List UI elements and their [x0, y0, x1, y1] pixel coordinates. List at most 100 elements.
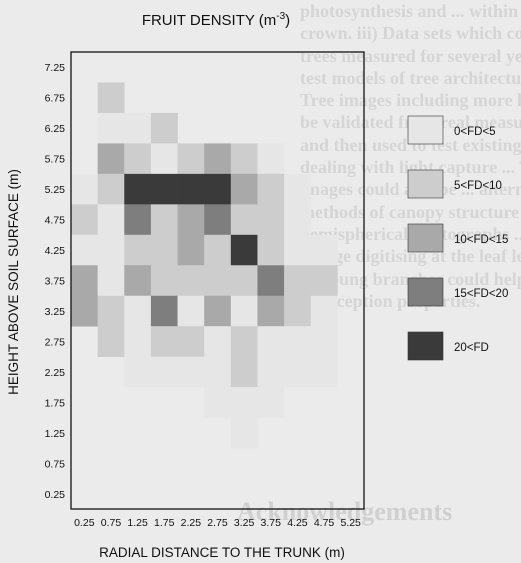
- heatmap-cell: [204, 295, 232, 327]
- heatmap-cell: [257, 204, 285, 236]
- heatmap-cell: [204, 387, 232, 418]
- x-tick-label: 2.75: [207, 517, 228, 529]
- heatmap-cell: [71, 173, 98, 205]
- heatmap-cell: [230, 143, 258, 175]
- heatmap-cell: [71, 204, 98, 236]
- heatmap-cell: [177, 356, 205, 388]
- y-tick-label: 7.25: [45, 62, 66, 74]
- heatmap-cell: [310, 295, 338, 327]
- heatmap-cell: [97, 295, 125, 327]
- heatmap-cell: [310, 234, 338, 266]
- background-text-line: Tree images including more leaves could: [300, 90, 521, 111]
- heatmap-cell: [177, 265, 205, 297]
- y-tick-label: 0.75: [45, 458, 66, 470]
- heatmap-cell: [230, 234, 258, 266]
- heatmap-cell: [124, 356, 152, 388]
- y-tick-label: 5.75: [45, 154, 66, 166]
- x-tick-label: 5.25: [340, 517, 361, 529]
- background-paper-text: photosynthesis and ... within thecrown. …: [300, 0, 521, 520]
- legend-swatch: [407, 169, 444, 199]
- heatmap-cell: [230, 417, 258, 449]
- heatmap-cell: [257, 387, 285, 418]
- x-tick-label: 4.25: [287, 517, 308, 529]
- heatmap-cell: [230, 295, 258, 327]
- y-tick-label: 4.25: [45, 245, 66, 257]
- heatmap-cell: [97, 204, 125, 236]
- chart-title-superscript: -3: [276, 11, 285, 22]
- heatmap-cell: [150, 326, 178, 357]
- heatmap-cell: [97, 82, 125, 114]
- heatmap-cell: [230, 204, 258, 236]
- heatmap-cell: [284, 173, 312, 205]
- x-tick-label: 0.25: [74, 517, 95, 529]
- background-text-line: methods of canopy structure assessment .…: [300, 201, 520, 222]
- heatmap-cell: [257, 143, 285, 175]
- heatmap-cell: [310, 265, 338, 297]
- y-tick-label: 3.25: [45, 306, 66, 318]
- heatmap-cell: [257, 234, 285, 266]
- heatmap-cell: [204, 326, 232, 357]
- heatmap-cell: [177, 234, 205, 266]
- heatmap-cell: [204, 173, 232, 205]
- heatmap-cell: [124, 234, 152, 266]
- legend-swatch: [407, 331, 444, 361]
- y-tick-label: 4.75: [45, 215, 66, 227]
- background-heading: Acknowledgements: [237, 497, 453, 526]
- heatmap-cell: [310, 356, 338, 388]
- heatmap-cell: [150, 295, 178, 327]
- heatmap-cell: [230, 356, 258, 388]
- x-tick-label: 0.75: [101, 517, 122, 529]
- plot-frame: [70, 51, 365, 510]
- heatmap-cell: [177, 173, 205, 205]
- heatmap-cell: [310, 326, 338, 357]
- heatmap-cell: [150, 173, 178, 205]
- heatmap-cell: [257, 356, 285, 388]
- heatmap-cell: [124, 326, 152, 357]
- y-tick-label: 1.25: [45, 428, 66, 440]
- heatmap-cell: [124, 265, 152, 297]
- heatmap-cell: [150, 265, 178, 297]
- heatmap-cell: [204, 265, 232, 297]
- heatmap-cell: [284, 265, 312, 297]
- heatmap-cell: [124, 173, 152, 205]
- heatmap-cell: [230, 265, 258, 297]
- heatmap-cell: [150, 204, 178, 236]
- heatmap-cell: [150, 234, 178, 266]
- heatmap-cell: [97, 265, 125, 297]
- legend: 0<FD<5 5<FD<10 10<FD<15 15<FD<20 20<FD: [407, 115, 508, 361]
- heatmap-cell: [284, 204, 312, 236]
- legend-label: 15<FD<20: [454, 288, 508, 300]
- chart-title-suffix: ): [285, 12, 290, 29]
- x-tick-label: 1.25: [127, 517, 148, 529]
- legend-swatch: [407, 277, 444, 307]
- heatmap-cell: [257, 326, 285, 357]
- legend-swatch: [407, 115, 444, 145]
- legend-label: 5<FD<10: [454, 180, 502, 192]
- heatmap-cell: [257, 295, 285, 327]
- y-tick-label: 2.25: [45, 367, 66, 379]
- heatmap-cell: [97, 143, 125, 175]
- y-tick-labels: 7.25 6.75 6.25 5.75 5.25 4.75 4.25 3.75 3.25 2.75…: [45, 62, 66, 501]
- y-tick-label: 5.25: [45, 184, 66, 196]
- heatmap-cell: [230, 387, 258, 418]
- y-tick-label: 0.25: [45, 489, 66, 501]
- heatmap-cell: [257, 265, 285, 297]
- x-tick-label: 4.75: [314, 517, 335, 529]
- heatmap-cell: [124, 204, 152, 236]
- heatmap-cell: [284, 326, 312, 357]
- x-tick-label: 1.75: [154, 517, 175, 529]
- heatmap-cell: [204, 234, 232, 266]
- heatmap-cell: [257, 173, 285, 205]
- background-text-line: test models of tree architecture dynamic…: [300, 67, 521, 88]
- heatmap-cell: [124, 295, 152, 327]
- heatmap-cell: [150, 112, 178, 144]
- heatmap-cell: [124, 143, 152, 175]
- x-tick-label: 2.25: [181, 517, 202, 529]
- heatmap-cell: [177, 143, 205, 175]
- heatmap-cell: [204, 356, 232, 388]
- legend-label: 0<FD<5: [454, 126, 496, 138]
- x-tick-label: 3.25: [234, 517, 255, 529]
- heatmap-cell: [204, 143, 232, 175]
- chart-title: FRUIT DENSITY (m-3): [142, 11, 290, 29]
- y-tick-label: 2.75: [45, 336, 66, 348]
